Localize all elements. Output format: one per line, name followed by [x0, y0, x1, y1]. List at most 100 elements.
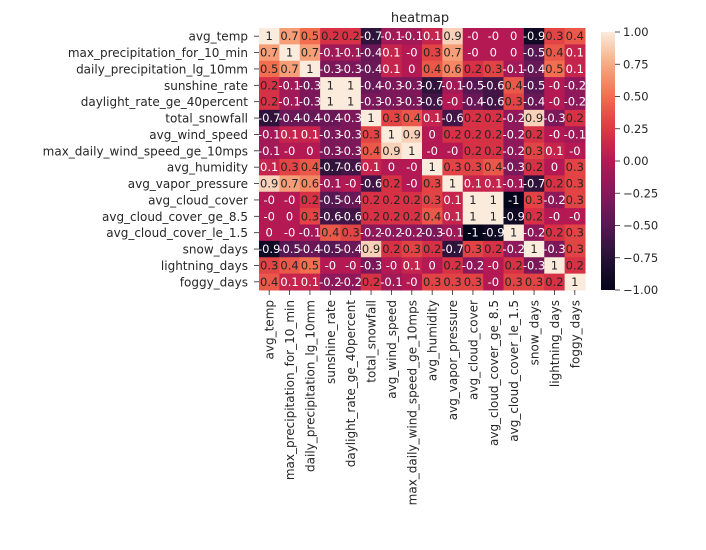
- heatmap-cell: [259, 159, 280, 176]
- heatmap-cell: [462, 109, 484, 127]
- heatmap-cell: [340, 159, 362, 176]
- y-tick-label: avg_wind_speed: [149, 128, 248, 142]
- y-tick-label: foggy_days: [180, 275, 248, 289]
- cell-value-label: 0: [490, 46, 497, 60]
- cell-value-label: -0.1: [401, 29, 423, 43]
- heatmap-cell: [360, 224, 382, 242]
- cell-value-label: -0: [406, 46, 417, 60]
- heatmap-cell: [360, 191, 382, 209]
- heatmap-cell: [299, 28, 321, 45]
- cell-value-label: 0.3: [566, 226, 584, 240]
- y-tick-label: avg_temp: [189, 30, 248, 44]
- cell-value-label: 0: [510, 29, 517, 43]
- cell-value-label: -0.4: [360, 46, 382, 60]
- heatmap-cell: [422, 44, 443, 62]
- cell-value-label: -0: [549, 127, 560, 141]
- cell-value-label: -0.4: [299, 242, 321, 256]
- cell-value-label: 0.2: [403, 209, 421, 223]
- y-tick-label: avg_vapor_pressure: [128, 177, 248, 191]
- heatmap-cell: [544, 44, 566, 62]
- cell-value-label: -0.1: [441, 226, 463, 240]
- heatmap-cell: [279, 208, 301, 225]
- cell-value-label: 1: [286, 46, 293, 60]
- cell-value-label: 0.3: [484, 62, 502, 76]
- cell-value-label: 0.1: [443, 193, 461, 207]
- cell-value-label: 0.4: [423, 62, 441, 76]
- cell-value-label: 1: [551, 258, 558, 272]
- cell-value-label: 0.4: [545, 46, 563, 60]
- cell-value-label: 0.2: [260, 95, 278, 109]
- cell-value-label: 0.2: [484, 242, 502, 256]
- cell-value-label: -0: [549, 209, 560, 223]
- heatmap-cell: [523, 208, 545, 225]
- cell-value-label: 1: [347, 95, 354, 109]
- heatmap-cell: [360, 159, 382, 176]
- cell-value-label: 0.1: [566, 62, 584, 76]
- cell-value-label: -0: [467, 29, 478, 43]
- cell-value-label: 0.2: [321, 29, 339, 43]
- heatmap-cell: [462, 224, 484, 242]
- heatmap-cell: [523, 109, 545, 127]
- cell-value-label: 0.3: [464, 242, 482, 256]
- cell-value-label: 0.3: [280, 160, 298, 174]
- cell-value-label: -0.2: [462, 258, 484, 272]
- heatmap-cell: [462, 93, 484, 111]
- cell-value-label: 0.4: [301, 160, 319, 174]
- cell-value-label: -0.4: [360, 78, 382, 92]
- y-tick-label: sunshine_rate: [164, 79, 248, 93]
- heatmap-cell: [503, 60, 525, 78]
- heatmap-cell: [503, 109, 525, 127]
- heatmap-cell: [564, 208, 586, 225]
- heatmap-cell: [422, 159, 443, 176]
- heatmap-cell: [523, 142, 545, 160]
- heatmap-cell: [401, 240, 423, 258]
- heatmap-cell: [462, 126, 484, 144]
- heatmap-cell: [422, 224, 443, 242]
- heatmap-cell: [564, 126, 586, 144]
- cell-value-label: -0.1: [380, 29, 402, 43]
- heatmap-cell: [360, 240, 382, 258]
- heatmap-cell: [259, 142, 280, 160]
- cell-value-label: 0.1: [464, 177, 482, 191]
- heatmap-cell: [564, 44, 586, 62]
- heatmap-cell: [340, 224, 362, 242]
- cell-value-label: 1: [388, 127, 395, 141]
- cell-value-label: -0.5: [462, 78, 484, 92]
- heatmap-cell: [523, 159, 545, 176]
- heatmap-cell: [360, 208, 382, 225]
- heatmap-cell: [381, 77, 403, 94]
- cell-value-label: -0.3: [299, 95, 321, 109]
- colorbar-tick-label: −0.50: [623, 219, 658, 233]
- heatmap-cell: [340, 126, 362, 144]
- cell-value-label: -0.4: [339, 193, 361, 207]
- cell-value-label: 0.3: [566, 160, 584, 174]
- heatmap-cell: [299, 109, 321, 127]
- heatmap-cell: [360, 28, 382, 45]
- cell-value-label: -0.3: [380, 78, 402, 92]
- heatmap-cell: [544, 28, 566, 45]
- cell-value-label: -0.4: [319, 111, 341, 125]
- heatmap-cell: [483, 77, 504, 94]
- heatmap-cell: [462, 77, 484, 94]
- cell-value-label: -0.7: [319, 160, 341, 174]
- cell-value-label: 1: [469, 209, 476, 223]
- heatmap-cell: [320, 273, 341, 291]
- cell-value-label: 0.4: [280, 258, 298, 272]
- cell-value-label: 0.3: [423, 193, 441, 207]
- cell-value-label: 0.3: [443, 275, 461, 289]
- cell-value-label: 0.2: [362, 193, 380, 207]
- heatmap-cell: [381, 109, 403, 127]
- colorbar-tick-label: 0.50: [623, 90, 649, 104]
- cell-value-label: -0.2: [502, 111, 524, 125]
- heatmap-cell: [422, 142, 443, 160]
- heatmap-cell: [564, 257, 586, 275]
- cell-value-label: 1: [266, 29, 273, 43]
- y-tick-label: lightning_days: [161, 259, 248, 273]
- cell-value-label: 0.2: [362, 209, 380, 223]
- cell-value-label: 0.9: [525, 111, 543, 125]
- heatmap-cell: [401, 60, 423, 78]
- y-tick-label: avg_cloud_cover_le_1.5: [106, 226, 248, 240]
- heatmap-cell: [483, 44, 504, 62]
- cell-value-label: -0.1: [278, 95, 300, 109]
